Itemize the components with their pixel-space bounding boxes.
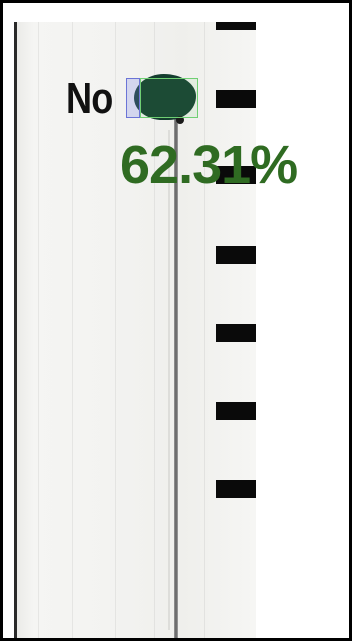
confidence-label: 62.31% xyxy=(120,135,298,195)
scan-streak xyxy=(38,22,39,641)
scan-streak xyxy=(115,22,116,641)
filled-mark xyxy=(134,74,196,120)
mark-bounding-box[interactable] xyxy=(140,78,198,118)
scale-tick xyxy=(216,90,256,108)
scan-streak xyxy=(204,22,205,641)
scale-tick xyxy=(216,22,256,30)
page-left-edge xyxy=(14,22,17,641)
scale-tick xyxy=(216,402,256,420)
vertical-rule xyxy=(174,118,178,641)
scale-tick xyxy=(216,246,256,264)
scale-tick xyxy=(216,166,256,184)
option-label-no: No xyxy=(66,74,113,123)
scale-tick xyxy=(216,324,256,342)
scale-tick xyxy=(216,480,256,498)
pen-dot xyxy=(176,116,184,124)
scan-streak xyxy=(72,22,73,641)
option-bounding-box[interactable] xyxy=(126,78,140,118)
scanned-page xyxy=(14,22,256,641)
vertical-rule-shadow xyxy=(168,130,170,630)
scan-streak xyxy=(154,22,155,641)
